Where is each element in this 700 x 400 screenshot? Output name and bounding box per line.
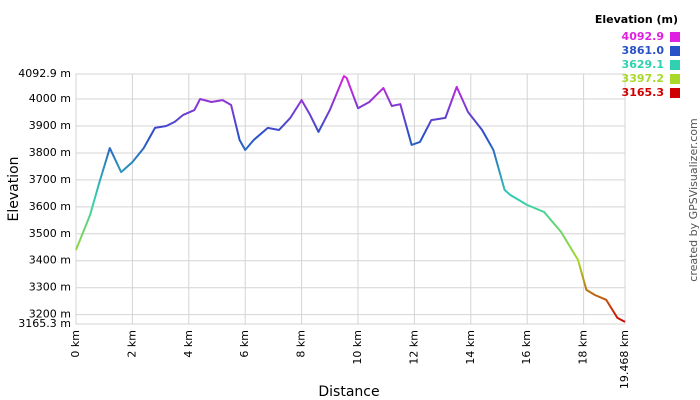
y-tick-label: 3700 m [29, 173, 71, 186]
y-tick-label: 3500 m [29, 227, 71, 240]
x-axis-title: Distance [318, 384, 379, 400]
legend-swatch [670, 60, 680, 70]
legend-label: 3861.0 [622, 44, 665, 57]
y-tick-label: 3800 m [29, 146, 71, 159]
legend-title: Elevation (m) [595, 13, 678, 26]
x-tick-label: 19.468 km [618, 330, 631, 389]
y-tick-label: 3600 m [29, 200, 71, 213]
legend-swatch [670, 88, 680, 98]
x-tick-label: 10 km [351, 330, 364, 365]
x-tick-label: 12 km [407, 330, 420, 365]
legend-swatch [670, 74, 680, 84]
x-tick-label: 8 km [295, 330, 308, 358]
x-tick-label: 14 km [464, 330, 477, 365]
x-tick-label: 18 km [577, 330, 590, 365]
x-tick-label: 0 km [69, 330, 82, 358]
x-tick-label: 2 km [125, 330, 138, 358]
legend-swatch [670, 32, 680, 42]
y-tick-label: 3400 m [29, 254, 71, 267]
y-tick-label: 3165.3 m [18, 317, 71, 330]
y-tick-label: 3200 m [29, 308, 71, 321]
y-tick-label: 3300 m [29, 281, 71, 294]
legend-label: 3629.1 [622, 58, 664, 71]
y-tick-label: 4000 m [29, 92, 71, 105]
y-tick-label: 3900 m [29, 119, 71, 132]
legend-swatch [670, 46, 680, 56]
y-tick-label: 4092.9 m [18, 67, 71, 80]
x-tick-label: 6 km [238, 330, 251, 358]
legend-label: 3397.2 [622, 72, 664, 85]
x-tick-label: 4 km [182, 330, 195, 358]
credit: created by GPSVisualizer.com [687, 118, 700, 281]
plot-area [75, 73, 626, 325]
legend-label: 3165.3 [622, 86, 664, 99]
elevation-line [75, 75, 626, 323]
x-tick-label: 16 km [520, 330, 533, 365]
y-axis-title: Elevation [6, 156, 22, 221]
legend-label: 4092.9 [622, 30, 664, 43]
